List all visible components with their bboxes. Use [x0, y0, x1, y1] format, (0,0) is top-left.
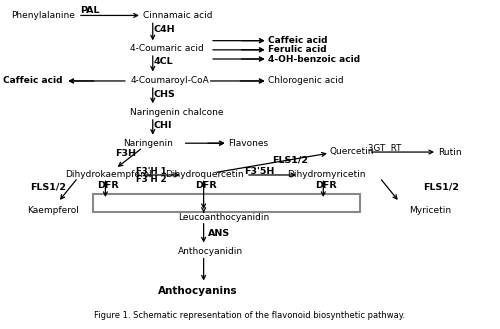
Text: Anthocyanins: Anthocyanins — [158, 286, 238, 296]
Text: DFR: DFR — [195, 181, 217, 190]
Text: C4H: C4H — [154, 25, 176, 34]
Text: Ferulic acid: Ferulic acid — [268, 45, 327, 54]
Text: DFR: DFR — [315, 181, 336, 190]
Text: Dihydromyricetin: Dihydromyricetin — [288, 170, 366, 180]
Text: Kaempferol: Kaempferol — [27, 206, 79, 215]
Text: 4-OH-benzoic acid: 4-OH-benzoic acid — [268, 55, 360, 63]
Text: F3H: F3H — [116, 148, 136, 158]
Text: Naringenin chalcone: Naringenin chalcone — [130, 108, 224, 117]
Text: Naringenin: Naringenin — [123, 139, 172, 148]
Text: 4-Coumaric acid: 4-Coumaric acid — [130, 44, 204, 53]
Text: FLS1/2: FLS1/2 — [272, 155, 308, 164]
Text: Caffeic acid: Caffeic acid — [268, 36, 328, 45]
Text: F3'H 1: F3'H 1 — [136, 166, 166, 176]
Text: DFR: DFR — [97, 181, 118, 190]
Text: 4CL: 4CL — [154, 58, 174, 66]
Text: Cinnamaic acid: Cinnamaic acid — [143, 11, 212, 20]
Text: FLS1/2: FLS1/2 — [424, 183, 460, 192]
Text: Dihydrokaempferol: Dihydrokaempferol — [66, 170, 152, 180]
Text: Flavones: Flavones — [228, 139, 268, 148]
Text: Quercetin: Quercetin — [330, 147, 374, 156]
Text: Caffeic acid: Caffeic acid — [3, 76, 62, 86]
Text: Anthocyanidin: Anthocyanidin — [178, 247, 243, 256]
Text: Chlorogenic acid: Chlorogenic acid — [268, 76, 344, 86]
Text: Leucoanthocyanidin: Leucoanthocyanidin — [178, 213, 269, 222]
Text: PAL: PAL — [80, 6, 99, 15]
Text: F3'5H: F3'5H — [244, 166, 274, 176]
Bar — [93, 194, 359, 212]
Text: F3'H 2: F3'H 2 — [136, 175, 166, 184]
Text: ANS: ANS — [208, 229, 230, 239]
Text: Dihydroquercetin: Dihydroquercetin — [165, 170, 244, 180]
Text: CHS: CHS — [154, 89, 176, 99]
Text: CHI: CHI — [154, 121, 172, 130]
Text: Figure 1. Schematic representation of the flavonoid biosynthetic pathway.: Figure 1. Schematic representation of th… — [94, 311, 406, 320]
Text: 3GT  RT: 3GT RT — [368, 144, 402, 153]
Text: Phenylalanine: Phenylalanine — [10, 11, 74, 20]
Text: FLS1/2: FLS1/2 — [30, 183, 66, 192]
Text: Myricetin: Myricetin — [410, 206, 452, 215]
Text: Rutin: Rutin — [438, 147, 462, 157]
Text: 4-Coumaroyl-CoA: 4-Coumaroyl-CoA — [130, 76, 209, 86]
